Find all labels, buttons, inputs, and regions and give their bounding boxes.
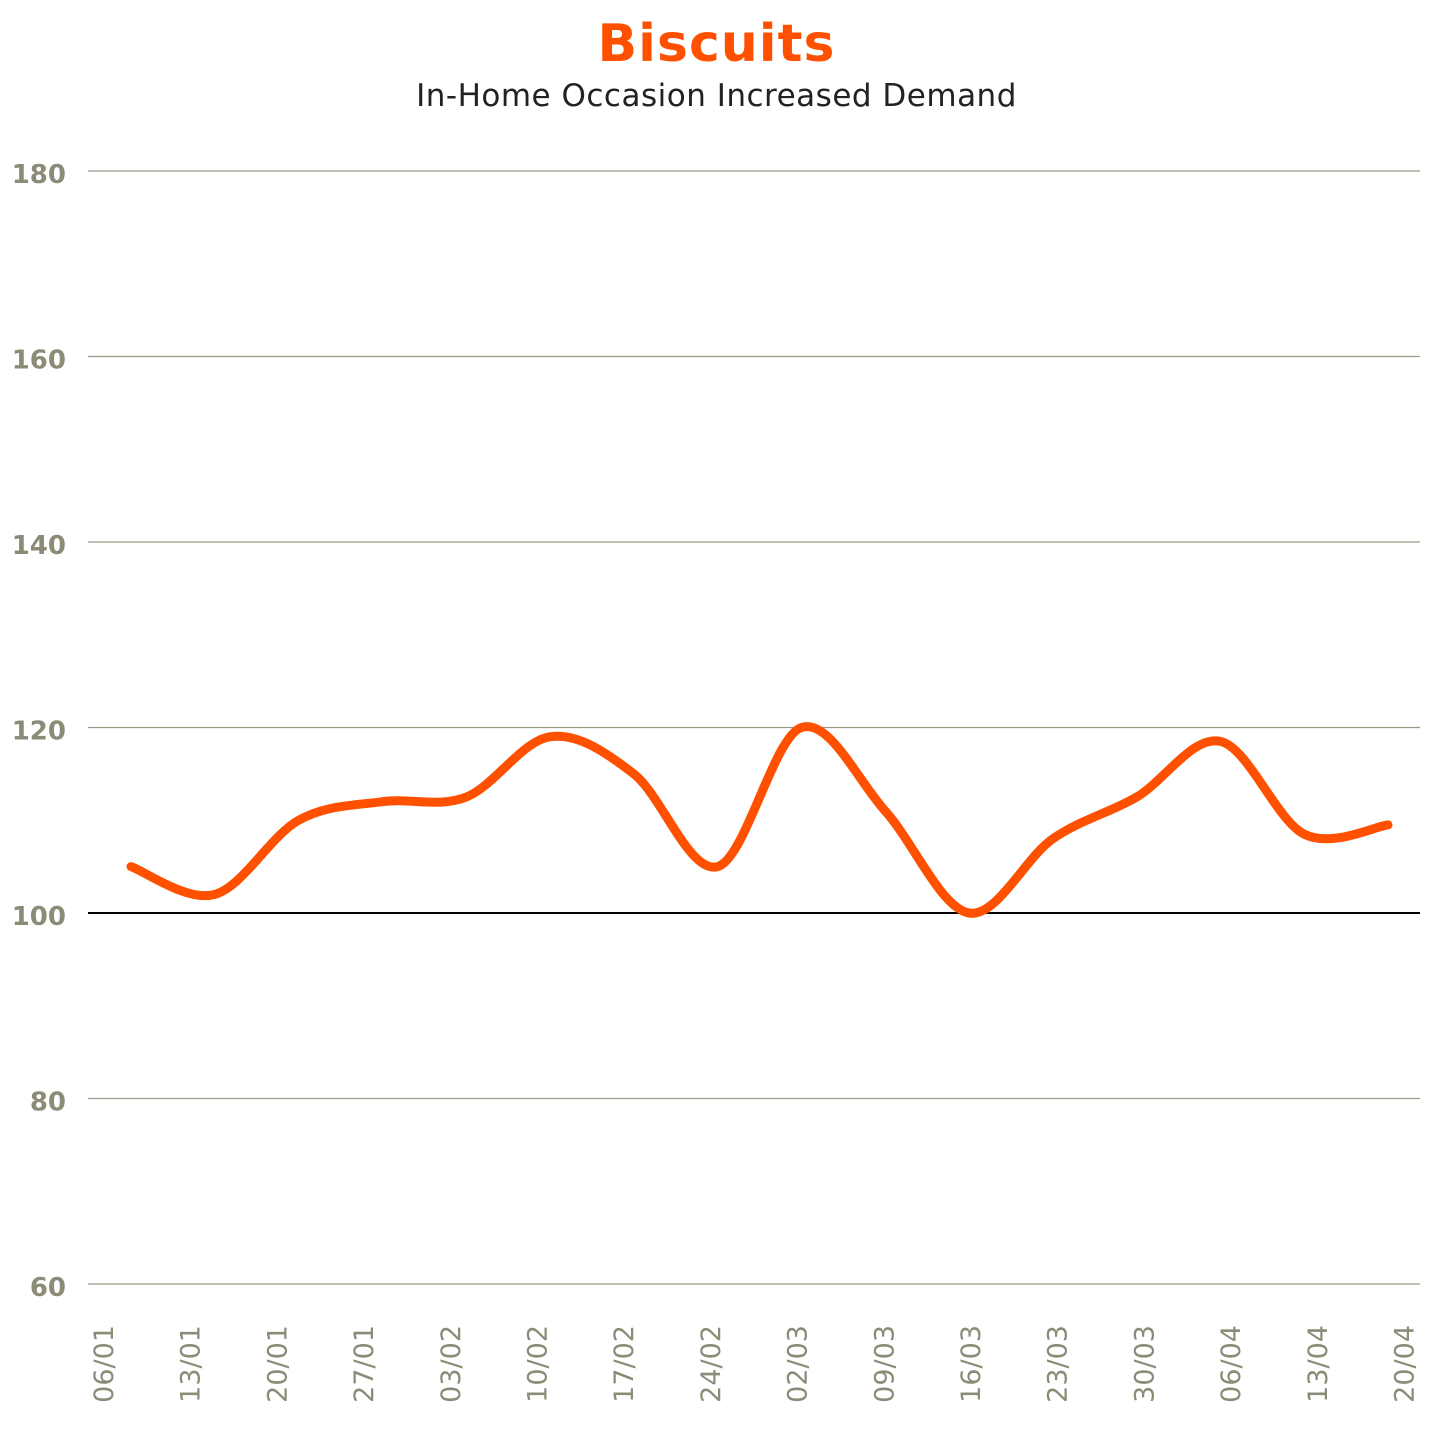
x-tick-label: 24/02 — [696, 1325, 727, 1403]
y-tick-label: 160 — [12, 346, 66, 376]
x-tick-label: 13/04 — [1303, 1325, 1334, 1403]
chart-subtitle: In-Home Occasion Increased Demand — [416, 78, 1017, 114]
x-tick-label: 10/02 — [523, 1325, 554, 1403]
series-line-0 — [126, 722, 1393, 918]
grid-lines — [88, 170, 1420, 1285]
x-tick-label: 16/03 — [956, 1325, 987, 1403]
x-axis-ticks: 06/01 13/01 20/01 27/01 03/02 10/02 17/02 24/02… — [89, 1325, 1421, 1403]
y-tick-label: 80 — [30, 1088, 66, 1118]
chart-title: Biscuits — [597, 14, 836, 74]
y-axis-ticks: 60 80 100 120 140 160 180 — [12, 160, 66, 1303]
x-tick-label: 30/03 — [1129, 1325, 1160, 1403]
y-tick-label: 60 — [30, 1273, 66, 1303]
x-tick-label: 06/04 — [1216, 1325, 1247, 1403]
x-tick-label: 03/02 — [436, 1325, 467, 1403]
x-tick-label: 27/01 — [349, 1325, 380, 1403]
y-tick-label: 140 — [12, 531, 66, 561]
y-tick-label: 180 — [12, 160, 66, 190]
y-tick-label: 120 — [12, 717, 66, 747]
x-tick-label: 13/01 — [176, 1325, 207, 1403]
x-tick-label: 06/01 — [89, 1325, 120, 1403]
series-layer — [126, 722, 1393, 918]
x-tick-label: 09/03 — [869, 1325, 900, 1403]
x-tick-label: 23/03 — [1043, 1325, 1074, 1403]
x-tick-label: 20/04 — [1390, 1325, 1421, 1403]
x-tick-label: 17/02 — [609, 1325, 640, 1403]
x-tick-label: 02/03 — [783, 1325, 814, 1403]
x-tick-label: 20/01 — [262, 1325, 293, 1403]
y-tick-label: 100 — [12, 902, 66, 932]
